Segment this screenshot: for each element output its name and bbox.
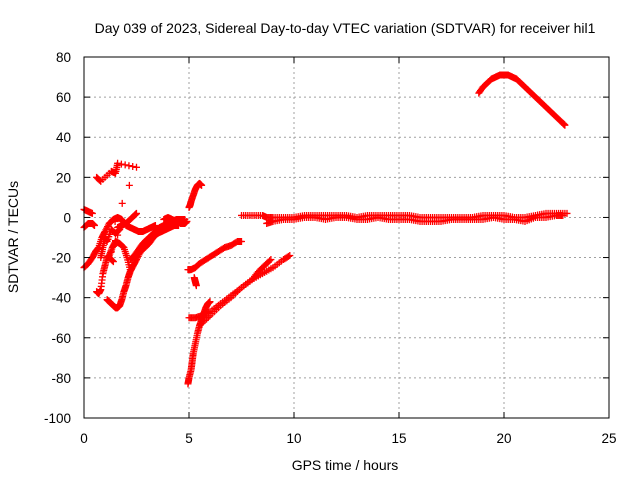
data-point xyxy=(118,199,126,207)
plot-frame xyxy=(83,56,610,419)
y-tick-label: -20 xyxy=(51,251,71,266)
data-point xyxy=(563,209,571,217)
data-point xyxy=(109,258,117,266)
series-trace-f xyxy=(114,209,140,231)
data-point xyxy=(198,312,206,320)
data-point xyxy=(125,181,133,189)
series-trace-o xyxy=(198,256,275,328)
series-trace-i xyxy=(93,159,140,266)
data-point xyxy=(114,231,122,239)
series-trace-c xyxy=(80,219,98,231)
data-point xyxy=(112,237,119,245)
x-tick-label: 20 xyxy=(496,431,511,446)
data-point xyxy=(198,181,206,189)
data-point xyxy=(133,209,140,217)
y-tick-labels: -100 -80 -60 -40 -20 0 20 40 60 80 xyxy=(44,50,71,426)
data-point xyxy=(118,242,126,250)
x-axis-label: GPS time / hours xyxy=(292,457,399,473)
series-trace-h xyxy=(160,213,191,227)
data-point xyxy=(114,159,122,167)
data-point xyxy=(285,252,293,260)
data-point xyxy=(199,318,207,326)
data-point xyxy=(183,217,191,225)
data-point xyxy=(88,209,96,217)
series-trace-k xyxy=(184,238,245,274)
data-point xyxy=(109,242,117,250)
data-point xyxy=(117,160,125,168)
x-tick-label: 25 xyxy=(601,431,616,446)
y-tick-label: 40 xyxy=(56,130,71,145)
data-point xyxy=(266,257,274,265)
data-point xyxy=(104,223,112,231)
data-point xyxy=(133,163,140,171)
data-point xyxy=(561,121,569,129)
data-point xyxy=(91,221,98,229)
x-tick-label: 0 xyxy=(80,431,88,446)
series-trace-a xyxy=(80,205,96,217)
data-point xyxy=(286,252,294,260)
data-point xyxy=(198,320,206,328)
data-point xyxy=(204,313,212,321)
data-point xyxy=(201,317,209,325)
y-tick-label: 60 xyxy=(56,90,71,105)
x-tick-labels: 0 5 10 15 20 25 xyxy=(80,431,616,446)
data-point xyxy=(201,310,209,318)
data-point xyxy=(116,225,124,233)
series-trace-g xyxy=(126,215,189,264)
y-axis-label: SDTVAR / TECUs xyxy=(5,181,21,293)
data-point xyxy=(111,217,119,225)
data-point xyxy=(203,315,211,323)
data-point xyxy=(108,256,116,264)
x-tick-label: 10 xyxy=(286,431,301,446)
y-tick-label: -100 xyxy=(44,411,71,426)
data-point xyxy=(107,248,115,256)
data-points xyxy=(80,71,571,388)
data-point xyxy=(192,282,200,290)
y-tick-label: -80 xyxy=(51,371,71,386)
data-point xyxy=(115,226,123,234)
data-point xyxy=(267,256,275,264)
y-tick-label: 80 xyxy=(56,50,71,65)
series-trace-q xyxy=(263,211,567,227)
data-point xyxy=(129,163,137,171)
data-point xyxy=(109,257,117,265)
data-point xyxy=(238,238,245,246)
grid xyxy=(84,57,609,418)
y-tick-label: -60 xyxy=(51,331,71,346)
data-point xyxy=(125,162,133,170)
y-tick-label: 20 xyxy=(56,170,71,185)
data-point xyxy=(199,311,207,319)
y-tick-label: -40 xyxy=(51,291,71,306)
y-tick-label: 0 xyxy=(63,210,71,225)
data-point xyxy=(206,298,214,306)
series-trace-l xyxy=(190,274,200,290)
x-tick-label: 15 xyxy=(391,431,406,446)
series-trace-r xyxy=(475,71,569,129)
data-point xyxy=(103,224,111,232)
x-tick-label: 5 xyxy=(185,431,193,446)
data-point xyxy=(559,211,567,219)
chart-title: Day 039 of 2023, Sidereal Day-to-day VTE… xyxy=(95,20,596,36)
ticks xyxy=(83,56,610,419)
data-point xyxy=(121,161,129,169)
series-trace-j xyxy=(185,179,206,211)
